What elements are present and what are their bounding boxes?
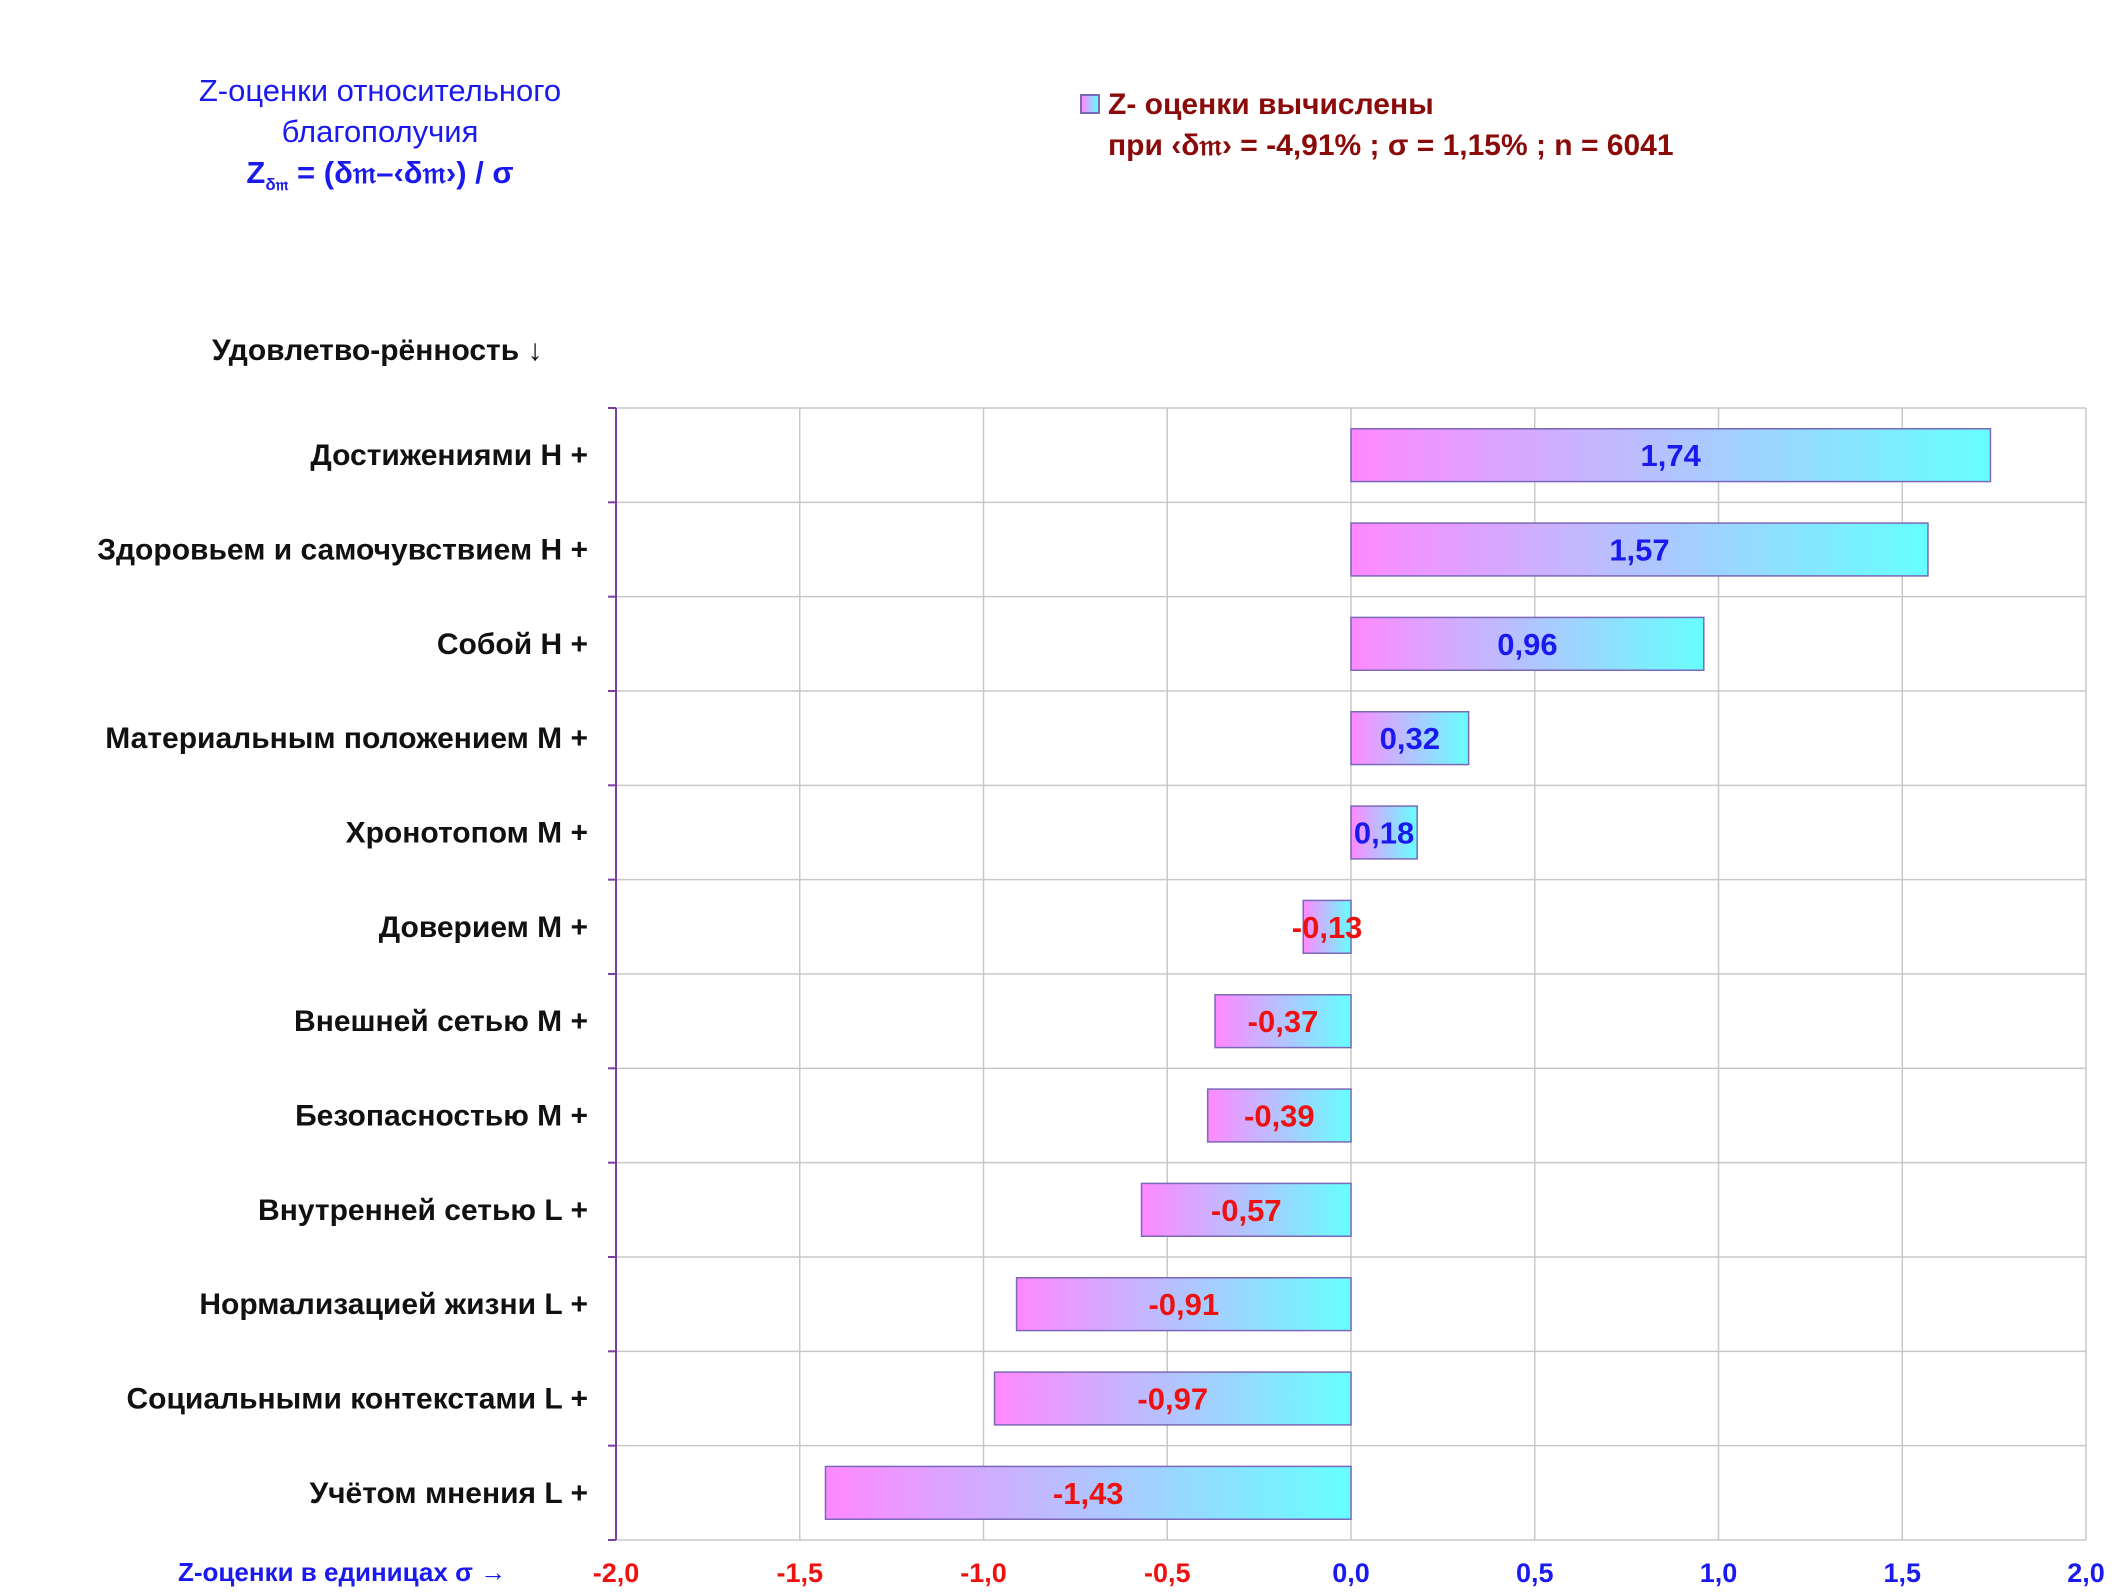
bar-value-label: -0,97 <box>1137 1382 1208 1417</box>
bar-value-label: 0,96 <box>1497 627 1557 662</box>
category-label: Социальными контекстами L + <box>127 1383 589 1416</box>
formula-body: = (δ𝔪–‹δ𝔪›) / σ <box>288 155 514 190</box>
legend-swatch <box>1080 94 1100 114</box>
category-label: Хронотопом М + <box>346 817 588 850</box>
bar-value-label: 0,32 <box>1380 721 1440 756</box>
value-axis-tick-label: 1,0 <box>1700 1558 1738 1588</box>
legend-line-2: при ‹δ𝔪› = -4,91% ; σ = 1,15% ; n = 6041 <box>1108 129 1674 162</box>
legend: Z- оценки вычислены при ‹δ𝔪› = -4,91% ; … <box>1080 84 1674 166</box>
category-label: Здоровьем и самочувствием Н + <box>97 534 588 567</box>
category-axis-title: Удовлетво-рённость ↓ <box>212 334 543 367</box>
title-line-1: Z-оценки относительного <box>198 73 562 108</box>
value-axis-tick-label: 1,5 <box>1883 1558 1921 1588</box>
value-axis-tick-label: 2,0 <box>2067 1558 2105 1588</box>
labels: 1,74 Достижениями Н + 1,57 Здоровьем и само… <box>97 334 2105 1588</box>
formula-subscript: δ𝔪 <box>265 175 289 195</box>
value-axis-tick-label: 0,5 <box>1516 1558 1554 1588</box>
bar <box>1350 711 1470 766</box>
bar <box>1350 805 1418 860</box>
bar <box>1015 1277 1352 1332</box>
value-axis-title: Z-оценки в единицах σ → <box>178 1557 506 1587</box>
value-axis-tick-label: -1,5 <box>776 1558 823 1588</box>
bar <box>993 1371 1352 1426</box>
bar-value-label: -0,39 <box>1244 1099 1315 1134</box>
category-label: Безопасностью М + <box>295 1100 588 1133</box>
bar-value-label: -1,43 <box>1053 1476 1124 1511</box>
value-axis-tick-label: -1,0 <box>960 1558 1007 1588</box>
bars <box>824 428 1992 1520</box>
value-axis-tick-label: -2,0 <box>593 1558 640 1588</box>
bar <box>1206 1088 1352 1143</box>
bar <box>1350 428 1992 483</box>
bar <box>1302 899 1352 954</box>
category-label: Достижениями Н + <box>310 439 588 472</box>
category-label: Внешней сетью М + <box>294 1005 588 1038</box>
bar <box>1350 616 1705 671</box>
bar-value-label: -0,57 <box>1211 1193 1282 1228</box>
bar <box>1214 994 1352 1049</box>
category-label: Собой Н + <box>437 628 588 661</box>
bar-value-label: -0,91 <box>1148 1287 1219 1322</box>
bar-value-label: 1,74 <box>1641 438 1702 473</box>
category-label: Материальным положением М + <box>105 722 588 755</box>
bar <box>824 1465 1352 1520</box>
title-line-2: благополучия <box>281 114 479 149</box>
bar <box>1140 1182 1352 1237</box>
bar-value-label: -0,37 <box>1248 1004 1319 1039</box>
category-label: Доверием М + <box>379 911 588 944</box>
category-label: Нормализацией жизни L + <box>199 1288 588 1321</box>
title-formula: Zδ𝔪 = (δ𝔪–‹δ𝔪›) / σ <box>150 152 610 205</box>
legend-line-1: Z- оценки вычислены <box>1108 88 1434 121</box>
value-axis-tick-label: 0,0 <box>1332 1558 1370 1588</box>
category-label: Внутренней сетью L + <box>258 1194 588 1227</box>
bar-value-label: 0,18 <box>1354 816 1414 851</box>
chart-title: Z-оценки относительного благополучия Zδ𝔪… <box>150 70 610 205</box>
bar <box>1350 522 1929 577</box>
category-label: Учётом мнения L + <box>309 1477 588 1510</box>
bar-value-label: 1,57 <box>1609 533 1669 568</box>
value-axis-tick-label: -0,5 <box>1144 1558 1191 1588</box>
bar-value-label: -0,13 <box>1292 910 1363 945</box>
gridlines <box>608 407 2087 1541</box>
formula-z: Z <box>246 155 266 190</box>
